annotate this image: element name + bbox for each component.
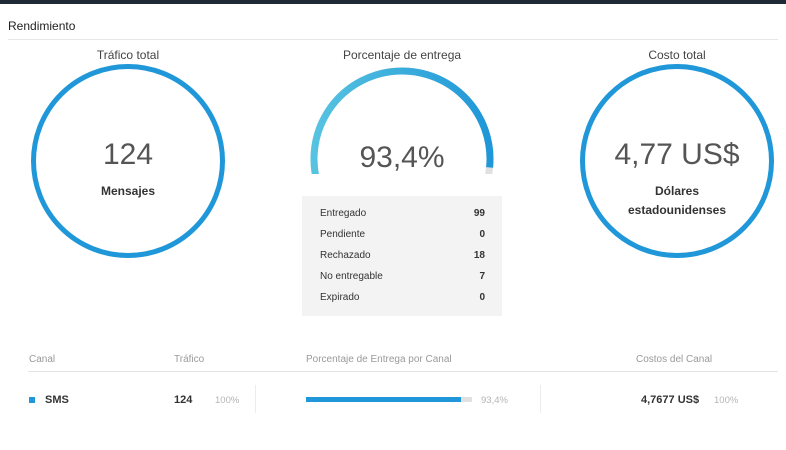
status-value: 0	[479, 292, 485, 303]
column-header-costs: Costos del Canal	[636, 354, 713, 365]
cost-ring	[580, 64, 774, 258]
channel-name: SMS	[45, 394, 69, 406]
status-row-undeliverable: No entregable 7	[320, 271, 485, 292]
delivery-title: Porcentaje de entrega	[342, 48, 462, 62]
cost-caption-line1: Dólares	[654, 184, 700, 198]
status-label: Pendiente	[320, 229, 366, 240]
status-value: 7	[479, 271, 485, 282]
cost-title: Costo total	[648, 48, 706, 62]
traffic-value: 124	[102, 138, 154, 171]
column-header-channel: Canal	[29, 354, 56, 365]
channel-color-swatch	[29, 397, 35, 403]
traffic-caption: Mensajes	[100, 184, 156, 198]
traffic-ring	[31, 64, 225, 258]
delivery-value: 93,4%	[359, 141, 445, 174]
channel-traffic-percent: 100%	[215, 395, 240, 406]
column-divider	[255, 385, 256, 413]
channel-cost: 4,7677 US$	[641, 394, 700, 406]
channel-delivery-percent: 93,4%	[481, 395, 508, 406]
top-bar	[0, 0, 786, 4]
cost-caption-line2: estadounidenses	[627, 203, 727, 217]
traffic-title: Tráfico total	[96, 48, 160, 62]
status-label: Rechazado	[320, 250, 371, 261]
status-value: 18	[473, 250, 485, 261]
status-row-expired: Expirado 0	[320, 292, 485, 313]
section-title: Rendimiento	[8, 19, 76, 33]
delivery-gauge	[310, 67, 494, 174]
column-divider	[540, 385, 541, 413]
channel-cost-percent: 100%	[714, 395, 739, 406]
status-row-delivered: Entregado 99	[320, 208, 485, 229]
status-label: No entregable	[320, 271, 383, 282]
status-value: 99	[473, 208, 485, 219]
delivery-bar	[306, 397, 472, 402]
channel-traffic: 124	[174, 394, 193, 406]
gauge-fill	[310, 67, 494, 174]
status-label: Expirado	[320, 292, 360, 303]
status-label: Entregado	[320, 208, 367, 219]
column-header-traffic: Tráfico	[174, 354, 205, 365]
status-value: 0	[479, 229, 485, 240]
section-divider	[8, 39, 778, 40]
delivery-bar-fill	[306, 397, 462, 402]
delivery-status-panel: Entregado 99 Pendiente 0 Rechazado 18 No…	[302, 196, 502, 316]
column-header-delivery: Porcentaje de Entrega por Canal	[306, 354, 452, 365]
table-header-divider	[28, 371, 778, 372]
status-row-rejected: Rechazado 18	[320, 250, 485, 271]
cost-value: 4,77 US$	[614, 138, 740, 171]
status-row-pending: Pendiente 0	[320, 229, 485, 250]
